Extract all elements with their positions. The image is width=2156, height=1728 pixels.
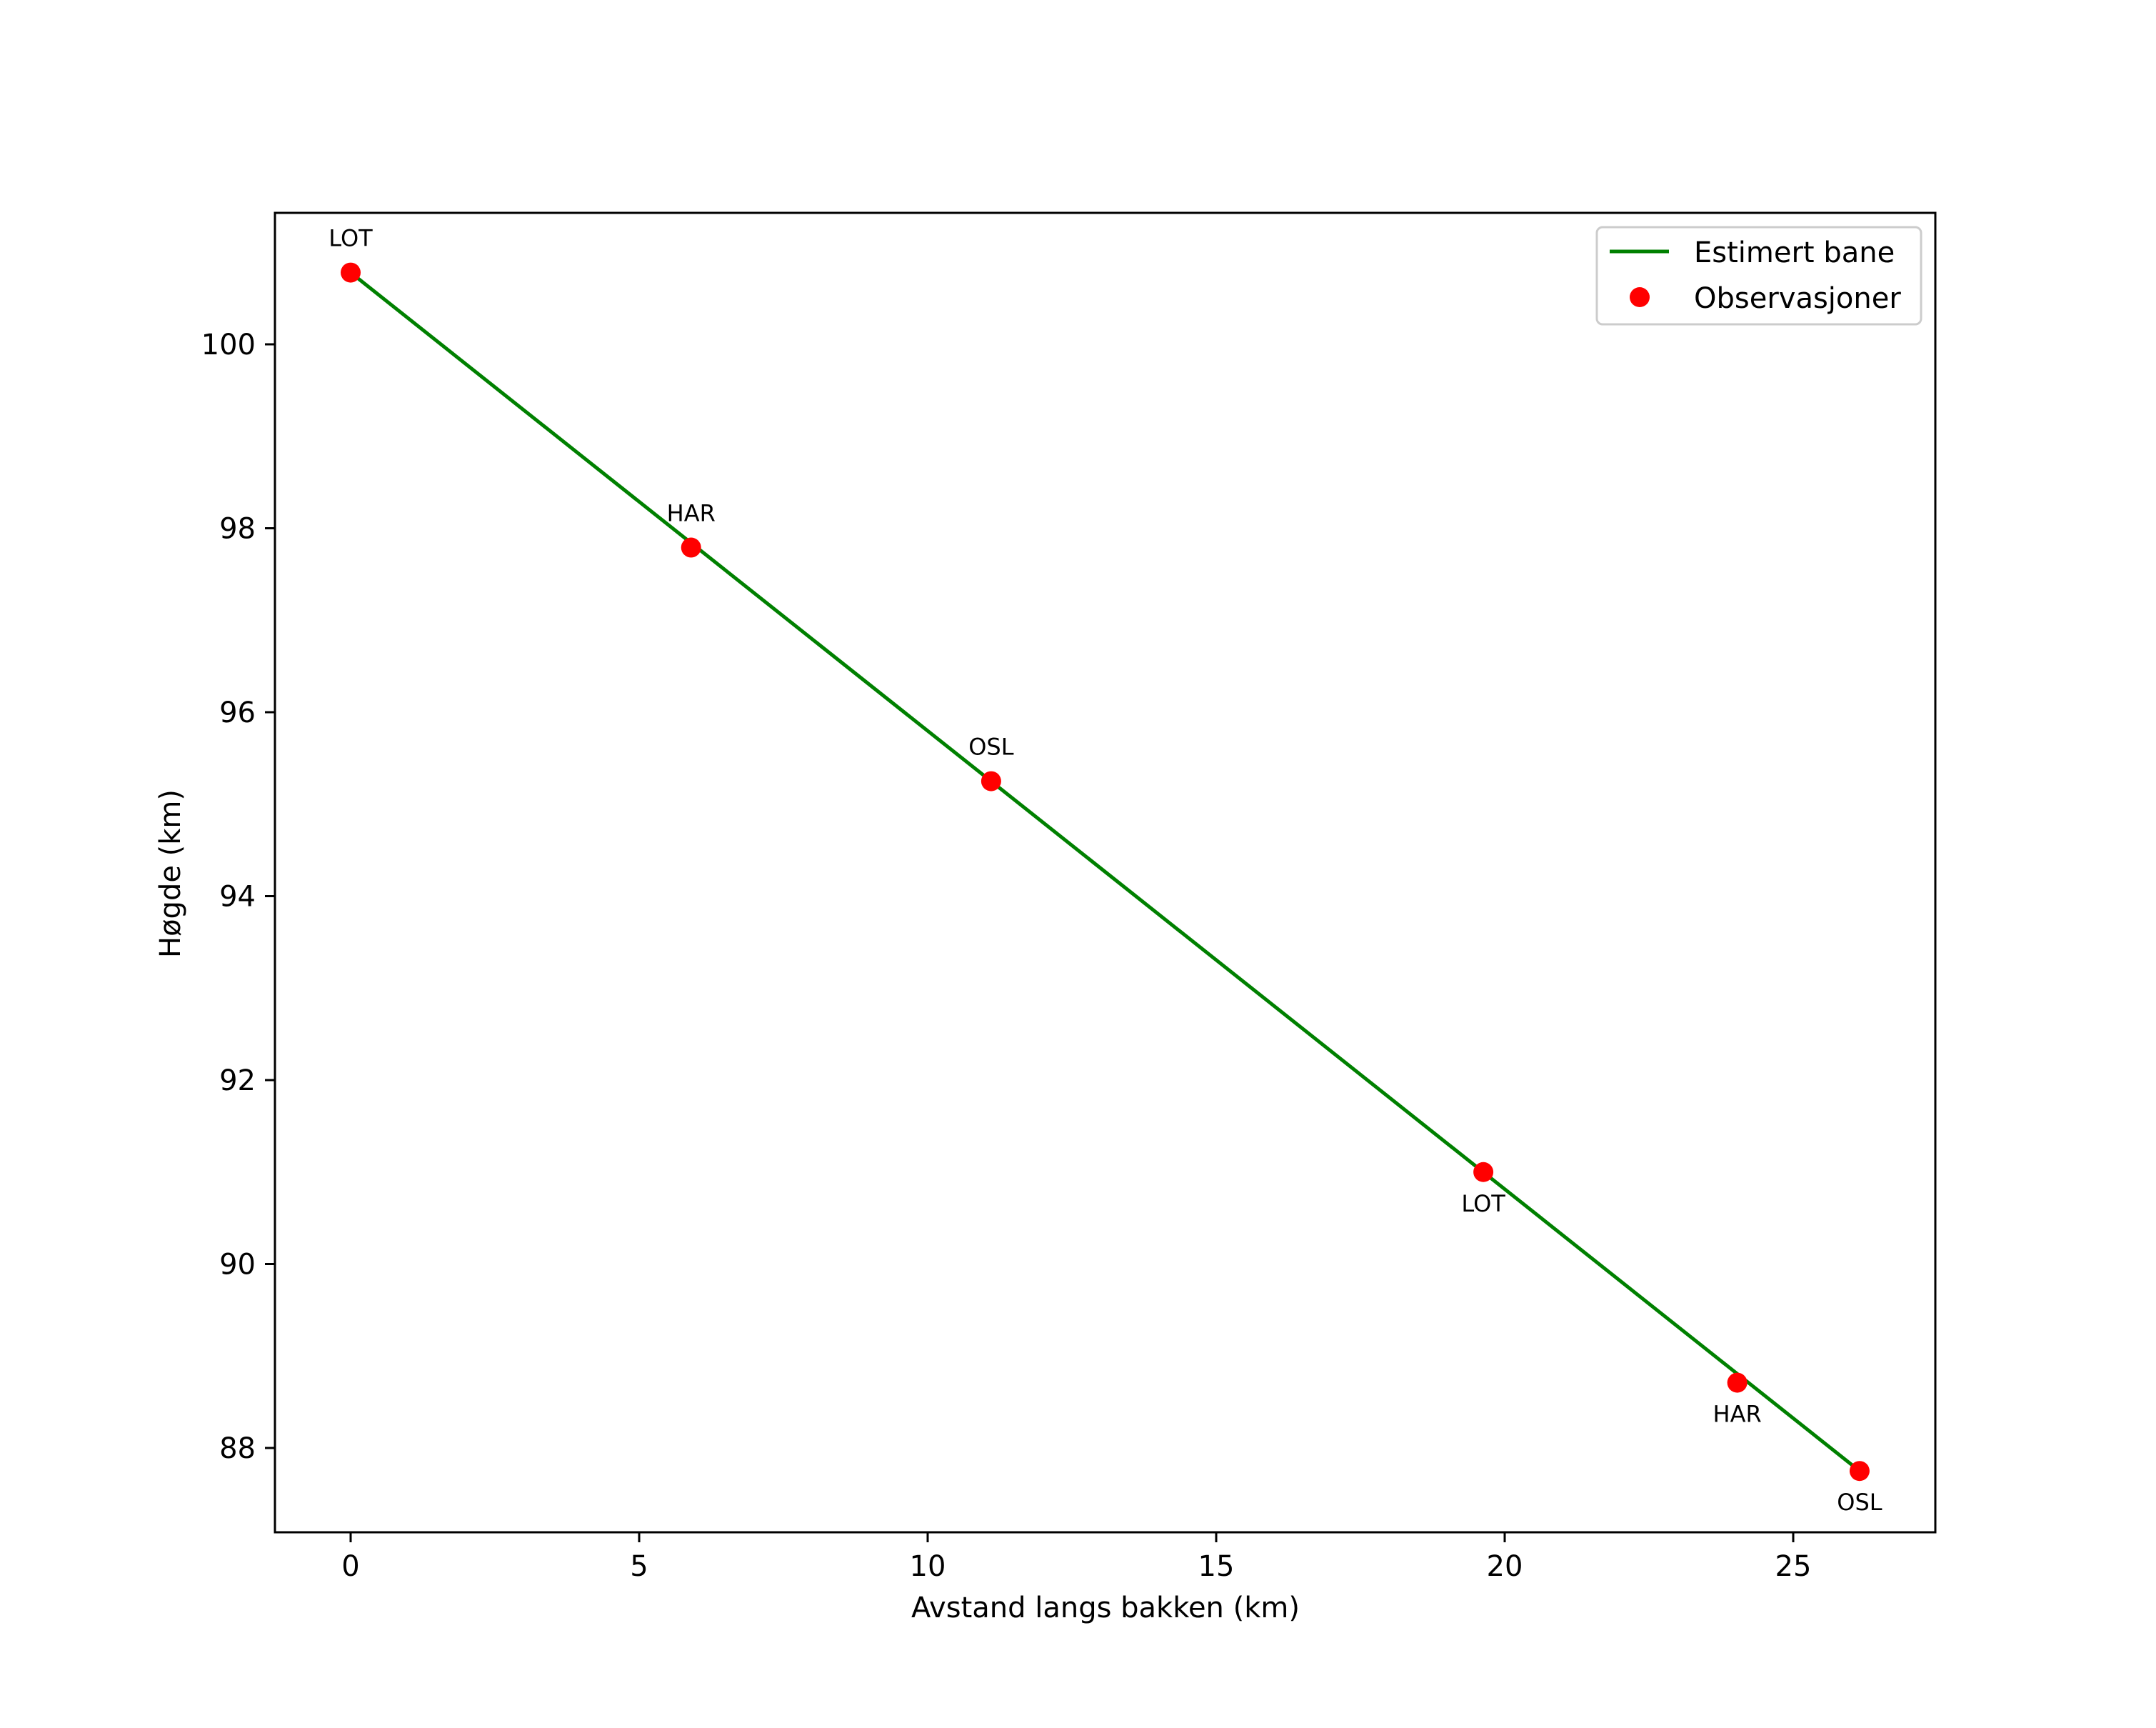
station-label: HAR bbox=[1713, 1401, 1762, 1428]
x-tick-label: 0 bbox=[341, 1550, 359, 1583]
observation-point bbox=[1849, 1461, 1870, 1482]
observation-point bbox=[1473, 1162, 1494, 1182]
legend-dot-icon bbox=[1630, 287, 1650, 307]
x-axis: 0 5 10 15 20 25 bbox=[341, 1532, 1811, 1583]
y-tick-label: 100 bbox=[201, 329, 256, 361]
x-axis-label: Avstand langs bakken (km) bbox=[911, 1592, 1300, 1624]
legend-box bbox=[1595, 226, 1922, 326]
x-tick-label: 20 bbox=[1487, 1550, 1523, 1583]
station-label: HAR bbox=[667, 500, 716, 527]
x-tick-label: 10 bbox=[910, 1550, 946, 1583]
x-tick-label: 25 bbox=[1775, 1550, 1812, 1583]
observation-point bbox=[981, 771, 1001, 791]
station-label: OSL bbox=[1837, 1489, 1882, 1516]
x-tick-label: 15 bbox=[1198, 1550, 1235, 1583]
y-tick-label: 88 bbox=[219, 1432, 256, 1465]
legend-label-estimert-bane: Estimert bane bbox=[1694, 236, 1895, 269]
y-tick-label: 92 bbox=[219, 1064, 256, 1097]
station-label: LOT bbox=[329, 225, 373, 252]
legend-label-observasjoner: Observasjoner bbox=[1694, 282, 1901, 315]
y-tick-label: 98 bbox=[219, 513, 256, 546]
y-tick-label: 96 bbox=[219, 696, 256, 729]
y-tick-label: 94 bbox=[219, 881, 256, 914]
observation-point bbox=[681, 537, 701, 558]
y-axis: 88 90 92 94 96 98 100 bbox=[201, 329, 275, 1465]
estimated-trajectory-line bbox=[349, 271, 1861, 1473]
station-label: LOT bbox=[1461, 1190, 1505, 1217]
observation-point bbox=[341, 262, 361, 283]
y-tick-label: 90 bbox=[219, 1249, 256, 1282]
legend: Estimert bane Observasjoner bbox=[1595, 226, 1922, 326]
observation-point bbox=[1727, 1372, 1748, 1393]
series-layer: LOT HAR OSL LOT HAR OSL bbox=[329, 225, 1882, 1517]
axes-frame bbox=[274, 211, 1937, 1534]
y-axis-label: Høgde (km) bbox=[154, 789, 187, 958]
x-tick-label: 5 bbox=[630, 1550, 648, 1583]
station-label: OSL bbox=[968, 734, 1014, 761]
